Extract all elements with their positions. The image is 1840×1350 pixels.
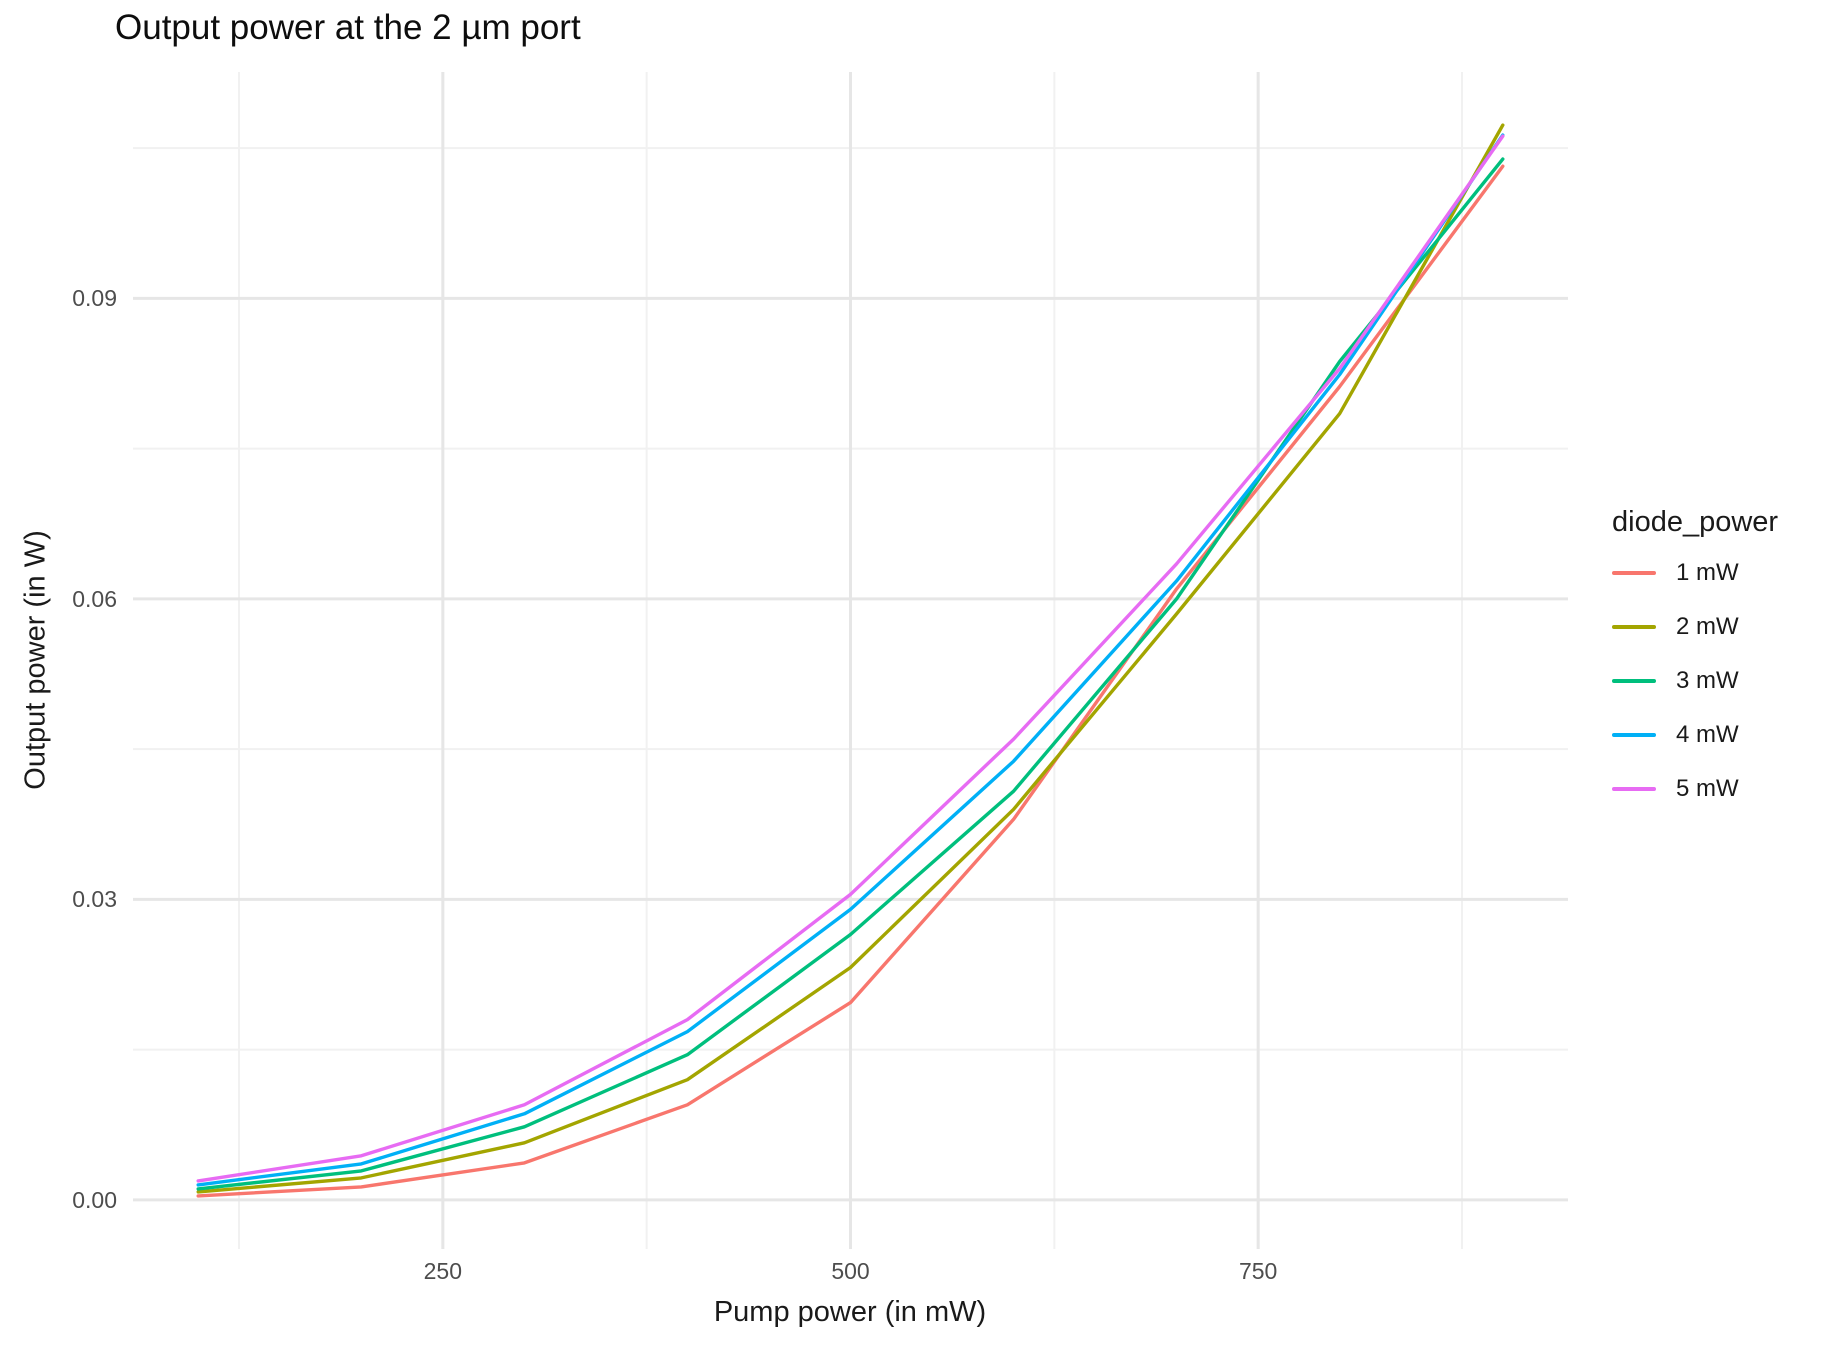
y-tick-label: 0.03 xyxy=(72,886,117,913)
legend-items: 1 mW 2 mW 3 mW 4 mW 5 mW xyxy=(1612,559,1778,803)
legend-title: diode_power xyxy=(1612,506,1779,538)
series-line-5-mW xyxy=(196,134,1505,1183)
y-tick-label: 0.00 xyxy=(72,1186,117,1213)
legend-key-line-icon xyxy=(1612,679,1656,683)
series-line-4-mW xyxy=(196,133,1505,1187)
y-tick-label: 0.09 xyxy=(72,285,117,312)
series-line-1-mW xyxy=(196,164,1505,1198)
legend-item-label: 5 mW xyxy=(1676,775,1739,802)
legend: diode_power 1 mW 2 mW 3 mW 4 mW 5 mW xyxy=(1612,505,1778,829)
legend-key-line-icon xyxy=(1612,571,1656,575)
legend-item: 1 mW xyxy=(1612,559,1778,587)
y-axis-title: Output power (in W) xyxy=(19,530,52,790)
legend-item: 4 mW xyxy=(1612,721,1778,749)
legend-item-label: 3 mW xyxy=(1676,667,1739,694)
x-tick-label: 250 xyxy=(423,1258,463,1284)
legend-item: 5 mW xyxy=(1612,775,1778,803)
x-tick-label: 750 xyxy=(1238,1258,1278,1284)
legend-item-label: 2 mW xyxy=(1676,613,1739,640)
x-axis-title: Pump power (in mW) xyxy=(713,1296,987,1328)
legend-item: 2 mW xyxy=(1612,613,1778,641)
legend-item-label: 4 mW xyxy=(1676,721,1739,748)
chart-title: Output power at the 2 µm port xyxy=(115,8,581,47)
legend-key-line-icon xyxy=(1612,625,1656,629)
x-tick-label: 500 xyxy=(831,1258,870,1284)
legend-key-line-icon xyxy=(1612,733,1656,737)
series-line-2-mW xyxy=(196,123,1505,1194)
legend-item: 3 mW xyxy=(1612,667,1778,695)
y-tick-label: 0.06 xyxy=(72,585,117,612)
legend-key-line-icon xyxy=(1612,787,1656,791)
legend-item-label: 1 mW xyxy=(1676,559,1739,586)
plot-panel xyxy=(133,72,1568,1249)
